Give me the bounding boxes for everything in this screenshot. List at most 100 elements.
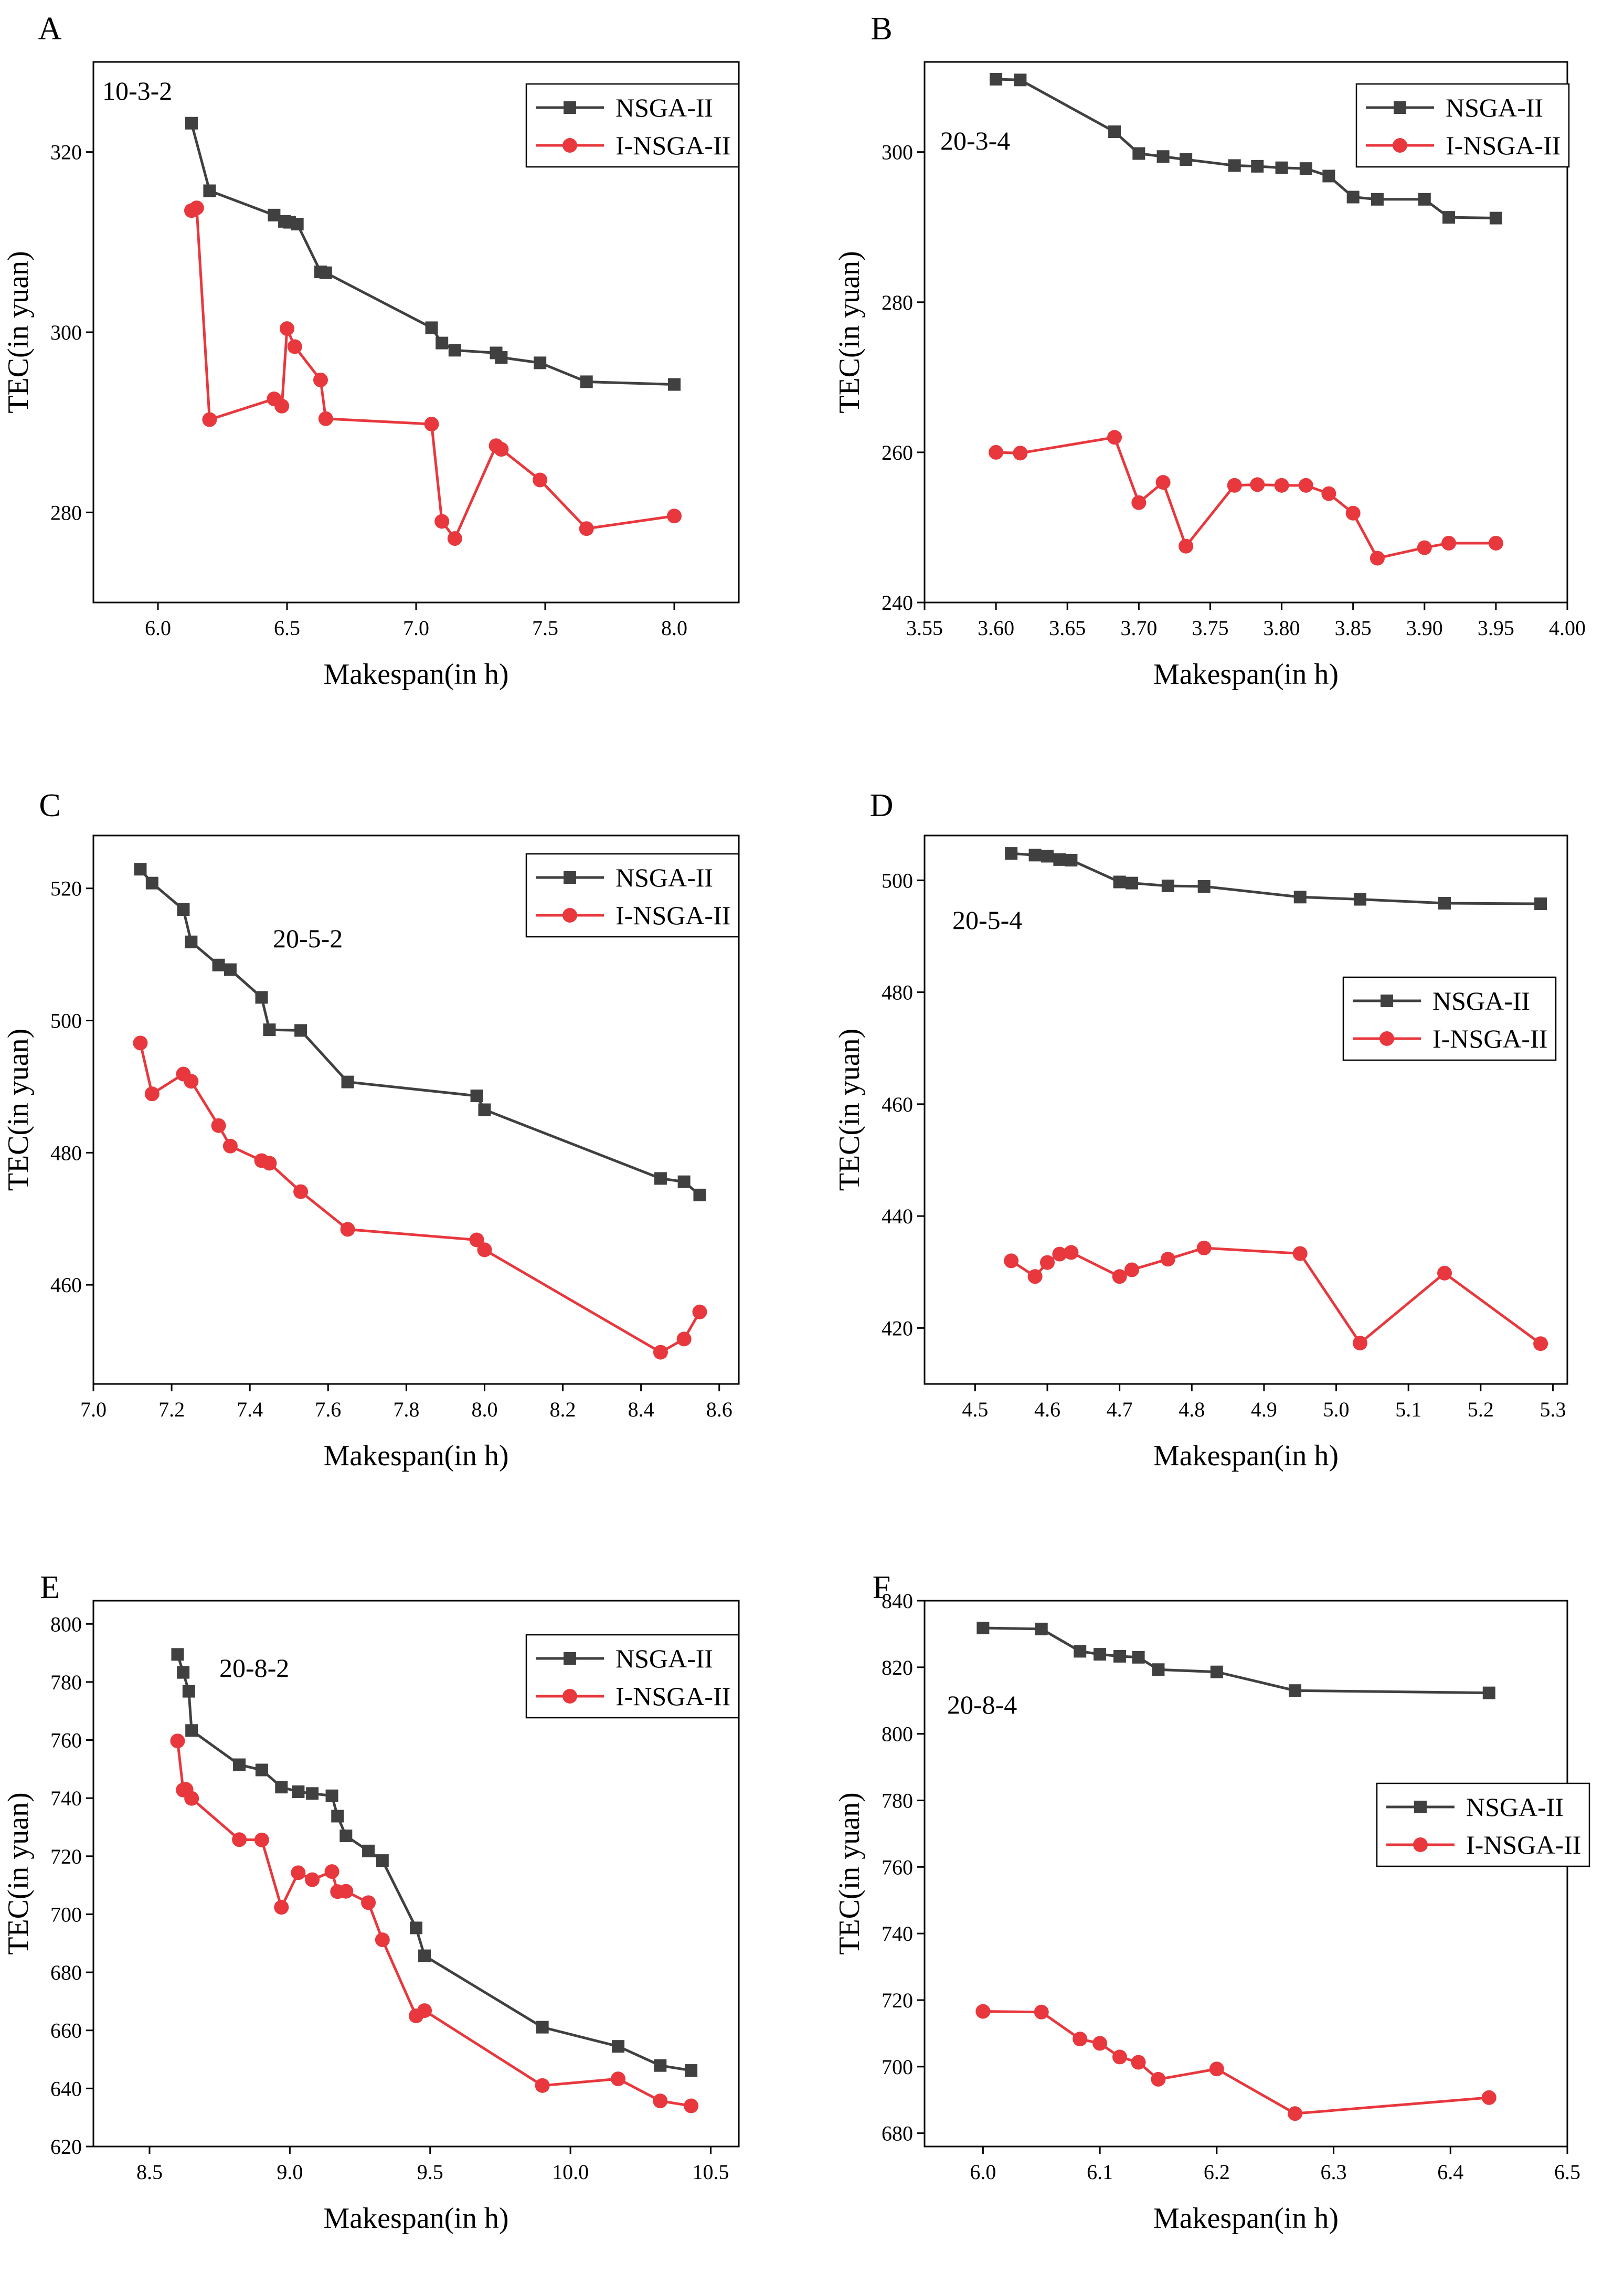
data-point-insga [1160, 1252, 1175, 1267]
data-point-nsga [1322, 170, 1335, 183]
y-tick-label: 300 [882, 141, 913, 164]
data-point-nsga [534, 356, 547, 369]
x-tick-label: 4.00 [1549, 616, 1586, 640]
data-point-insga [170, 1733, 185, 1749]
data-point-nsga [668, 378, 681, 391]
data-point-insga [1155, 475, 1171, 490]
data-point-nsga [580, 375, 593, 388]
data-point-nsga [1126, 876, 1139, 890]
data-point-nsga [536, 2021, 549, 2034]
legend-marker-square [1381, 995, 1393, 1007]
x-tick-label: 3.90 [1406, 616, 1443, 640]
data-point-insga [1345, 505, 1361, 521]
data-point-nsga [145, 876, 158, 890]
x-tick-label: 7.6 [315, 1398, 341, 1421]
data-point-nsga [1161, 879, 1174, 892]
legend-label: NSGA-II [1446, 93, 1543, 122]
data-point-nsga [425, 321, 438, 334]
x-tick-label: 3.60 [978, 616, 1014, 640]
data-point-insga [1417, 540, 1432, 555]
data-point-insga [1112, 1269, 1127, 1284]
data-point-insga [262, 1156, 277, 1171]
legend-box [525, 853, 740, 938]
x-tick-label: 3.55 [906, 616, 943, 640]
y-tick-label: 240 [882, 591, 913, 615]
data-point-insga [1064, 1245, 1079, 1260]
y-tick-label: 720 [50, 1845, 82, 1868]
data-point-nsga [1418, 193, 1431, 206]
y-tick-label: 260 [882, 441, 913, 464]
legend-label: I-NSGA-II [615, 131, 730, 160]
data-point-insga [417, 2003, 432, 2018]
data-point-nsga [306, 1787, 319, 1800]
x-axis-title: Makespan(in h) [323, 658, 508, 691]
x-tick-label: 7.8 [393, 1398, 419, 1421]
x-tick-label: 10.5 [693, 2160, 729, 2184]
data-point-nsga [1132, 1651, 1145, 1664]
y-tick-label: 620 [50, 2135, 82, 2159]
plot-frame [924, 834, 1568, 1385]
panel-letter: D [870, 788, 894, 823]
x-tick-label: 3.95 [1478, 616, 1514, 640]
series-line-insga [176, 1740, 692, 2108]
instance-label: 10-3-2 [102, 76, 172, 105]
x-tick-label: 4.9 [1251, 1398, 1277, 1421]
legend-label: NSGA-II [1466, 1792, 1564, 1822]
legend-box [525, 1634, 740, 1719]
data-point-insga [361, 1895, 376, 1910]
x-tick-label: 4.8 [1179, 1398, 1205, 1421]
data-point-nsga [1108, 125, 1121, 139]
y-tick-label: 320 [50, 141, 82, 164]
data-point-nsga [1132, 147, 1145, 160]
data-point-insga [684, 2098, 699, 2113]
data-point-nsga [990, 72, 1003, 86]
legend-label: I-NSGA-II [1466, 1830, 1581, 1859]
data-point-insga [1092, 2036, 1108, 2051]
plot-frame [924, 1600, 1568, 2148]
x-tick-label: 5.3 [1540, 1398, 1566, 1421]
y-tick-label: 440 [882, 1204, 913, 1228]
data-point-nsga [1065, 853, 1078, 866]
data-point-nsga [1293, 891, 1307, 904]
plot-frame [924, 61, 1568, 604]
data-point-insga [1288, 2106, 1303, 2121]
data-point-nsga [291, 218, 304, 230]
data-point-insga [338, 1884, 354, 1899]
data-point-nsga [612, 2040, 625, 2053]
y-tick-label: 780 [50, 1671, 82, 1694]
data-point-nsga [185, 935, 198, 948]
data-point-nsga [693, 1188, 706, 1201]
x-tick-label: 6.5 [274, 616, 300, 640]
x-tick-label: 5.1 [1395, 1398, 1421, 1421]
chart-panel-A: A 6.0 6.5 7.0 7.5 8.0 280 300 320 Makespan(in h) T… [2, 11, 740, 691]
x-tick-label: 7.4 [237, 1398, 263, 1421]
data-point-insga [533, 472, 548, 488]
data-point-nsga [1152, 1663, 1165, 1676]
x-tick-label: 3.85 [1335, 616, 1372, 640]
data-point-insga [293, 1184, 309, 1199]
data-point-insga [1298, 478, 1313, 493]
data-point-insga [676, 1331, 692, 1347]
data-point-nsga [134, 863, 147, 876]
data-point-nsga [418, 1949, 431, 1962]
y-tick-label: 280 [882, 291, 913, 314]
data-point-insga [254, 1832, 269, 1847]
data-point-insga [494, 442, 509, 457]
data-point-nsga [1005, 847, 1018, 860]
data-point-insga [324, 1864, 339, 1879]
y-tick-label: 760 [50, 1729, 82, 1752]
data-point-insga [274, 398, 290, 414]
legend-box [1355, 83, 1570, 168]
data-point-insga [313, 372, 328, 387]
y-tick-label: 640 [50, 2077, 82, 2100]
y-axis-title: TEC(in yuan) [833, 1029, 866, 1191]
y-tick-label: 500 [50, 1009, 82, 1033]
data-point-insga [1250, 477, 1265, 492]
legend-label: NSGA-II [615, 93, 713, 122]
y-tick-label: 680 [882, 2122, 913, 2145]
data-point-nsga [341, 1075, 354, 1088]
data-point-insga [1034, 2004, 1049, 2020]
x-tick-label: 8.6 [706, 1398, 733, 1421]
legend-marker-square [564, 101, 576, 114]
data-point-nsga [1353, 893, 1366, 906]
